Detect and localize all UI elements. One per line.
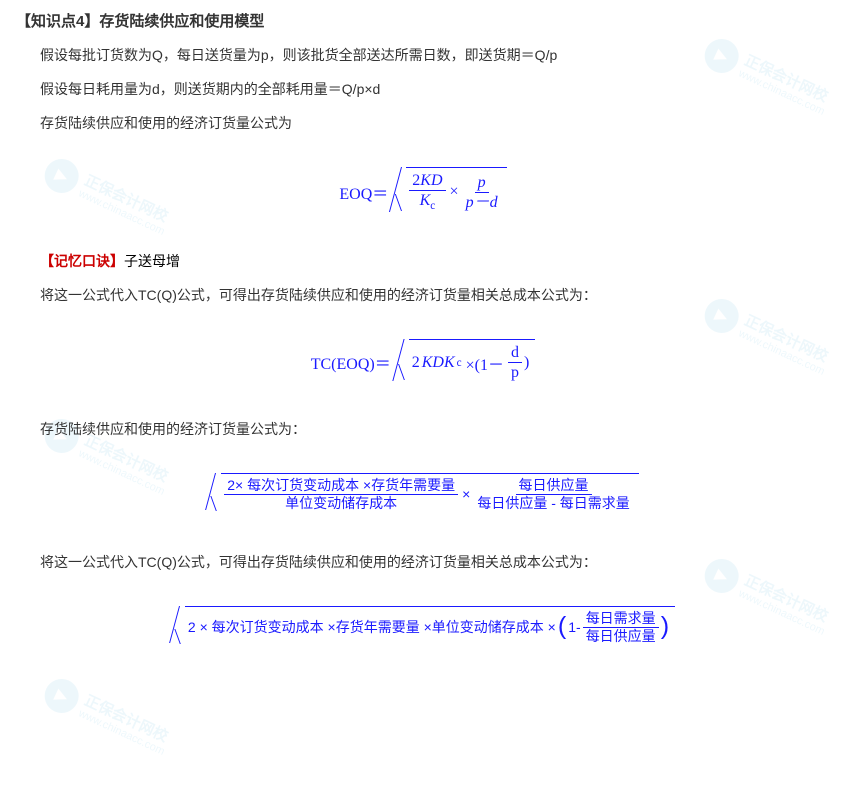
formula-eoq-chinese: 2× 每次订货变动成本 ×存货年需要量 单位变动储存成本 × 每日供应量 每日供… (16, 473, 830, 518)
fraction-dp: d p (508, 343, 522, 382)
fraction-1: 2KD Kc (409, 171, 445, 214)
paren-close-icon: ) (661, 614, 669, 639)
fraction-2: p p－d (463, 173, 501, 212)
fraction-ratio: 每日需求量 每日供应量 (583, 610, 659, 645)
fraction-right: 每日供应量 每日供应量 - 每日需求量 (474, 477, 632, 512)
formula-tc-chinese: 2 × 每次订货变动成本 ×存货年需要量 ×单位变动储存成本 × ( 1- 每日… (16, 606, 830, 651)
sqrt-icon: 2× 每次订货变动成本 ×存货年需要量 单位变动储存成本 × 每日供应量 每日供… (207, 473, 639, 515)
paren-open-icon: ( (558, 614, 566, 639)
paragraph-6: 将这一公式代入TC(Q)公式，可得出存货陆续供应和使用的经济订货量相关总成本公式… (40, 548, 830, 576)
mnemonic-line: 【记忆口诀】子送母增 (40, 247, 830, 275)
mnemonic-label: 【记忆口诀】 (40, 253, 124, 269)
paragraph-4: 将这一公式代入TC(Q)公式，可得出存货陆续供应和使用的经济订货量相关总成本公式… (40, 281, 830, 309)
formula-lhs: EOQ＝ (339, 180, 388, 204)
paragraph-2: 假设每日耗用量为d，则送货期内的全部耗用量＝Q/p×d (40, 75, 830, 103)
paragraph-1: 假设每批订货数为Q，每日送货量为p，则该批货全部送达所需日数，即送货期＝Q/p (40, 41, 830, 69)
paragraph-5: 存货陆续供应和使用的经济订货量公式为： (40, 415, 830, 443)
formula-eoq: EOQ＝ 2KD Kc × p p－d (16, 167, 830, 217)
formula-lhs: TC(EOQ)＝ (311, 350, 391, 374)
fraction-left: 2× 每次订货变动成本 ×存货年需要量 单位变动储存成本 (224, 477, 458, 512)
document-body: 【知识点4】存货陆续供应和使用模型 假设每批订货数为Q，每日送货量为p，则该批货… (0, 0, 846, 710)
formula-tc-eoq: TC(EOQ)＝ 2KDKc ×(1－ d p ) (16, 339, 830, 385)
paragraph-3: 存货陆续供应和使用的经济订货量公式为 (40, 109, 830, 137)
mnemonic-text: 子送母增 (124, 253, 180, 269)
sqrt-icon: 2KD Kc × p p－d (392, 167, 506, 217)
knowledge-point-heading: 【知识点4】存货陆续供应和使用模型 (16, 10, 830, 31)
sqrt-icon: 2KDKc ×(1－ d p ) (395, 339, 536, 385)
sqrt-icon: 2 × 每次订货变动成本 ×存货年需要量 ×单位变动储存成本 × ( 1- 每日… (171, 606, 675, 648)
